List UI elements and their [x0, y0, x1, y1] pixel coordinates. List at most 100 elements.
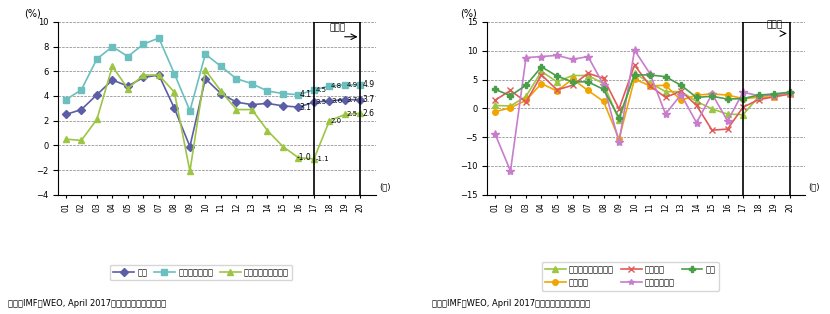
世界: [200, 77, 210, 81]
アルゼンチン: [598, 83, 608, 87]
メキシコ: [536, 82, 546, 85]
メキシコ: [645, 84, 655, 88]
新興国・途上国: [139, 42, 149, 46]
中南米・カリブ諸国: [92, 117, 102, 121]
ブラジル: [490, 98, 500, 102]
中南米・カリブ諸国: [139, 73, 149, 77]
Line: 中南米・カリブ諸国: 中南米・カリブ諸国: [492, 69, 793, 123]
中南米・カリブ諸国: [169, 90, 179, 94]
中南米・カリブ諸国: [154, 73, 164, 77]
チリ: [661, 75, 671, 78]
メキシコ: [754, 95, 764, 99]
アルゼンチン: [568, 57, 578, 61]
世界: [61, 113, 71, 116]
中南米・カリブ諸国: [340, 113, 350, 116]
アルゼンチン: [583, 55, 593, 58]
Line: ブラジル: ブラジル: [492, 62, 793, 133]
世界: [169, 106, 179, 110]
Text: 4.9: 4.9: [363, 80, 375, 89]
中南米・カリブ諸国: [645, 81, 655, 85]
中南米・カリブ諸国: [262, 129, 272, 133]
新興国・途上国: [216, 64, 226, 68]
中南米・カリブ諸国: [676, 90, 686, 94]
世界: [92, 93, 102, 97]
新興国・途上国: [262, 89, 272, 93]
チリ: [583, 80, 593, 84]
チリ: [645, 73, 655, 77]
アルゼンチン: [784, 91, 794, 95]
メキシコ: [552, 89, 562, 93]
世界: [139, 76, 149, 79]
ブラジル: [629, 63, 639, 67]
中南米・カリブ諸国: [490, 104, 500, 107]
アルゼンチン: [629, 48, 639, 52]
世界: [340, 98, 350, 101]
アルゼンチン: [505, 169, 515, 173]
中南米・カリブ諸国: [107, 64, 117, 68]
アルゼンチン: [691, 121, 701, 125]
中南米・カリブ諸国: [691, 100, 701, 103]
メキシコ: [521, 98, 531, 102]
新興国・途上国: [123, 55, 133, 58]
メキシコ: [784, 92, 794, 96]
世界: [278, 104, 288, 108]
アルゼンチン: [754, 94, 764, 98]
中南米・カリブ諸国: [661, 90, 671, 94]
中南米・カリブ諸国: [123, 87, 133, 90]
ブラジル: [645, 84, 655, 88]
アルゼンチン: [521, 56, 531, 60]
中南米・カリブ諸国: [629, 71, 639, 75]
ブラジル: [505, 89, 515, 92]
中南米・カリブ諸国: [614, 118, 624, 122]
Text: -1.1: -1.1: [315, 156, 330, 162]
チリ: [505, 94, 515, 98]
Text: 4.9: 4.9: [346, 82, 358, 88]
メキシコ: [583, 89, 593, 92]
新興国・途上国: [200, 52, 210, 56]
中南米・カリブ諸国: [707, 107, 717, 111]
新興国・途上国: [92, 57, 102, 61]
新興国・途上国: [154, 36, 164, 40]
世界: [294, 105, 304, 109]
Text: 3.7: 3.7: [363, 95, 375, 104]
世界: [355, 98, 365, 101]
中南米・カリブ諸国: [505, 104, 515, 108]
中南米・カリブ諸国: [784, 91, 794, 95]
世界: [107, 78, 117, 82]
中南米・カリブ諸国: [568, 73, 578, 77]
中南米・カリブ諸国: [583, 73, 593, 77]
中南米・カリブ諸国: [769, 92, 779, 96]
中南米・カリブ諸国: [185, 169, 195, 173]
Text: 3.6: 3.6: [331, 98, 342, 104]
ブラジル: [707, 128, 717, 132]
Legend: 中南米・カリブ諸国, メキシコ, ブラジル, アルゼンチン, チリ: 中南米・カリブ諸国, メキシコ, ブラジル, アルゼンチン, チリ: [541, 262, 719, 291]
中南米・カリブ諸国: [738, 113, 748, 116]
アルゼンチン: [536, 55, 546, 58]
Line: チリ: チリ: [492, 64, 793, 120]
中南米・カリブ諸国: [723, 112, 733, 116]
ブラジル: [552, 88, 562, 92]
チリ: [769, 92, 779, 96]
中南米・カリブ諸国: [325, 119, 334, 122]
チリ: [707, 94, 717, 98]
チリ: [598, 87, 608, 91]
ブラジル: [784, 92, 794, 96]
ブラジル: [723, 127, 733, 131]
新興国・途上国: [278, 92, 288, 95]
世界: [185, 145, 195, 149]
メキシコ: [707, 92, 717, 96]
Line: 世界: 世界: [63, 72, 364, 149]
メキシコ: [614, 137, 624, 141]
世界: [232, 100, 242, 104]
中南米・カリブ諸国: [536, 70, 546, 73]
新興国・途上国: [325, 84, 334, 88]
メキシコ: [769, 95, 779, 99]
Text: -1.0: -1.0: [297, 153, 311, 162]
世界: [76, 108, 86, 111]
チリ: [614, 116, 624, 119]
新興国・途上国: [185, 109, 195, 113]
世界: [154, 73, 164, 77]
ブラジル: [676, 89, 686, 93]
アルゼンチン: [676, 93, 686, 96]
Text: 3.5: 3.5: [315, 99, 327, 105]
